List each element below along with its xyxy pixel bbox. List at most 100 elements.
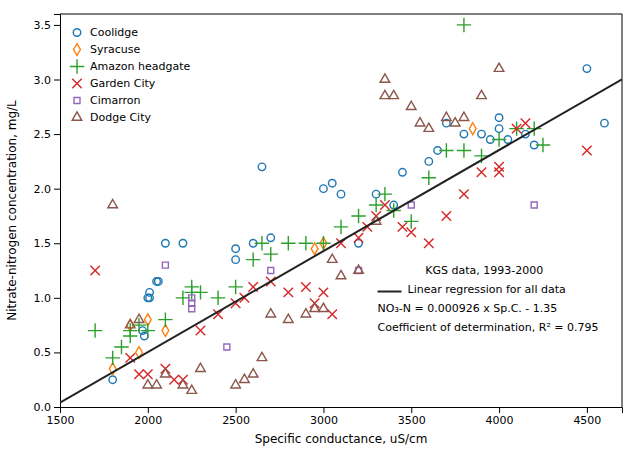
point <box>264 247 278 261</box>
tick-label: 3000 <box>310 414 338 427</box>
point <box>425 158 432 165</box>
point <box>141 323 155 337</box>
tick: 2.5 <box>34 128 61 141</box>
point <box>311 243 318 255</box>
legend-symbol <box>74 44 81 56</box>
point <box>531 202 537 208</box>
point <box>105 351 119 365</box>
tick-label: 2000 <box>134 414 162 427</box>
point <box>351 209 365 223</box>
point <box>442 211 451 220</box>
point <box>134 314 144 322</box>
tick-mark <box>499 407 500 413</box>
point <box>450 118 460 126</box>
annotation: NO₃-N = 0.000926 x Sp.C. - 1.35 <box>378 302 558 315</box>
tick-label: 3.0 <box>34 74 52 87</box>
legend-item: Cimarron <box>74 94 141 107</box>
point <box>267 234 274 241</box>
point <box>258 163 265 170</box>
point <box>407 228 416 237</box>
point <box>582 146 591 155</box>
point <box>327 309 336 318</box>
point <box>408 202 414 208</box>
point <box>334 220 348 234</box>
series <box>108 63 504 393</box>
x-axis-title: Specific conductance, uS/cm <box>255 432 428 446</box>
point <box>380 90 390 98</box>
point <box>196 326 205 335</box>
point <box>266 309 276 317</box>
point <box>228 280 242 294</box>
point <box>90 266 99 275</box>
legend-item: Syracuse <box>74 43 141 56</box>
annotation: KGS data, 1993-2000 <box>425 264 543 277</box>
point <box>380 200 389 209</box>
point <box>299 236 313 250</box>
point <box>193 285 207 299</box>
tick-label: 0.0 <box>34 401 52 414</box>
point <box>179 240 186 247</box>
legend: CoolidgeSyracuseAmazon headgateGarden Ci… <box>70 26 191 124</box>
point <box>380 74 390 82</box>
tick: 2000 <box>134 407 162 427</box>
point <box>240 374 250 382</box>
point <box>301 282 310 291</box>
tick-label: 3500 <box>398 414 426 427</box>
point <box>492 132 506 146</box>
tick-label: 2.5 <box>34 128 52 141</box>
plot-area <box>60 18 622 403</box>
legend-symbol <box>74 98 80 104</box>
point <box>406 101 416 109</box>
point <box>320 185 327 192</box>
legend-symbol <box>73 29 80 36</box>
tick-label: 3.5 <box>34 19 52 32</box>
tick: 3500 <box>398 407 426 427</box>
point <box>196 363 206 371</box>
legend-label: Garden City <box>90 77 156 90</box>
point <box>155 278 162 285</box>
point <box>337 190 344 197</box>
point <box>301 309 311 317</box>
point <box>424 123 434 131</box>
tick-mark <box>323 407 324 413</box>
point <box>328 179 335 186</box>
tick-label: 1500 <box>47 414 75 427</box>
tick-mark <box>54 25 60 26</box>
point <box>211 291 225 305</box>
point <box>319 288 328 297</box>
point <box>231 380 241 388</box>
point <box>88 323 102 337</box>
regression-line <box>60 79 622 402</box>
point <box>143 370 152 379</box>
tick-label: 2.0 <box>34 183 52 196</box>
point <box>114 340 128 354</box>
point <box>246 252 260 266</box>
point <box>477 90 487 98</box>
point <box>494 162 503 171</box>
point <box>369 198 383 212</box>
legend-symbol <box>72 79 81 88</box>
point <box>189 295 195 301</box>
point <box>512 124 521 133</box>
point <box>162 262 168 268</box>
point <box>146 289 153 296</box>
point <box>495 114 502 121</box>
point <box>399 169 406 176</box>
legend-label: Cimarron <box>90 94 141 107</box>
y-axis: 0.00.51.01.52.02.53.03.5 <box>34 15 61 415</box>
tick: 2500 <box>222 407 250 427</box>
tick-label: 1.0 <box>34 292 52 305</box>
tick: 3.0 <box>34 74 61 87</box>
point <box>310 303 320 311</box>
annotations: KGS data, 1993-2000Linear regression for… <box>378 264 599 334</box>
series <box>109 65 608 384</box>
tick-mark <box>54 243 60 244</box>
tick-label: 2500 <box>222 414 250 427</box>
point <box>457 143 471 157</box>
point <box>232 245 239 252</box>
point <box>457 18 471 32</box>
point <box>494 63 504 71</box>
series <box>90 118 591 384</box>
legend-label: Amazon headgate <box>90 60 190 73</box>
point <box>284 314 294 322</box>
